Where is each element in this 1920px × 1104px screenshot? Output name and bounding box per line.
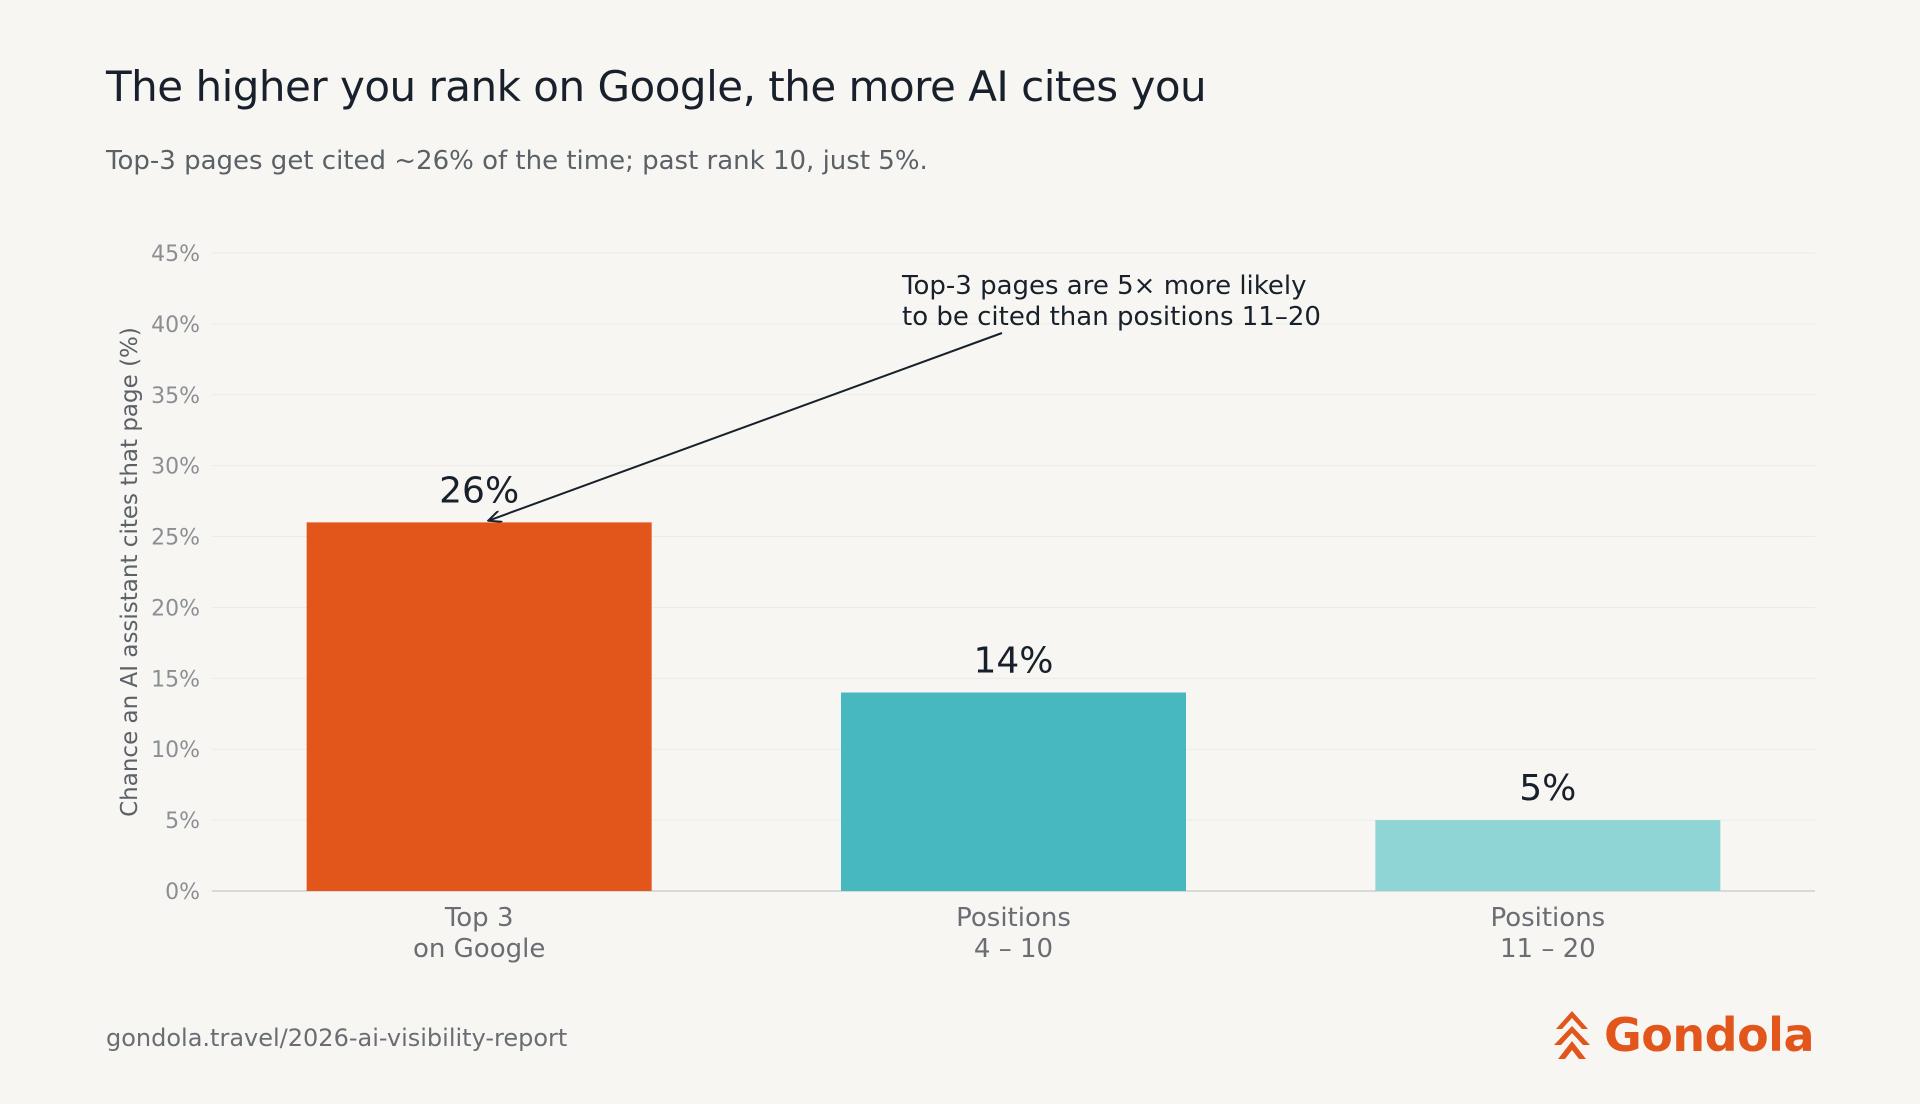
y-tick-label: 0% — [165, 880, 200, 905]
y-tick-label: 45% — [151, 242, 200, 267]
y-tick-label: 10% — [151, 738, 200, 763]
brand-name: Gondola — [1604, 1008, 1814, 1062]
chart-title: The higher you rank on Google, the more … — [106, 62, 1207, 111]
source-link[interactable]: gondola.travel/2026-ai-visibility-report — [106, 1024, 568, 1052]
data-label: 26% — [439, 470, 519, 511]
annotation-text: to be cited than positions 11–20 — [902, 302, 1321, 332]
annotation-arrow — [489, 332, 1003, 520]
data-label: 14% — [973, 641, 1053, 682]
x-tick-label: Positions — [956, 903, 1071, 933]
y-tick-label: 30% — [151, 455, 200, 480]
x-tick-label: 11 – 20 — [1500, 934, 1596, 964]
y-tick-label: 15% — [151, 667, 200, 692]
brand-logo: Gondola — [1550, 1008, 1814, 1062]
data-label: 5% — [1519, 768, 1576, 809]
bar — [306, 522, 652, 891]
x-tick-label: on Google — [413, 934, 545, 964]
y-tick-label: 35% — [151, 384, 200, 409]
gondola-logo-icon — [1554, 1011, 1591, 1059]
y-tick-label: 20% — [151, 596, 200, 621]
x-tick-label: Positions — [1490, 903, 1605, 933]
annotation-text: Top-3 pages are 5× more likely — [901, 271, 1307, 301]
y-axis-label: Chance an AI assistant cites that page (… — [117, 327, 143, 817]
y-tick-label: 40% — [151, 313, 200, 338]
x-tick-label: 4 – 10 — [974, 934, 1053, 964]
y-tick-label: 25% — [151, 526, 200, 551]
chart-subtitle: Top-3 pages get cited ~26% of the time; … — [106, 146, 928, 176]
y-tick-label: 5% — [165, 809, 200, 834]
bar — [1375, 820, 1721, 891]
bar — [841, 692, 1186, 891]
x-tick-label: Top 3 — [444, 903, 514, 933]
